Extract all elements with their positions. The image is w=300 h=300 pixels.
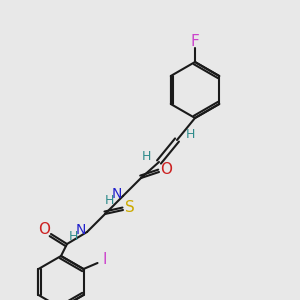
Text: H: H [104, 194, 114, 208]
Text: H: H [141, 151, 151, 164]
Text: H: H [68, 230, 78, 244]
Text: F: F [190, 34, 200, 49]
Text: S: S [125, 200, 135, 214]
Text: I: I [102, 253, 107, 268]
Text: O: O [38, 223, 50, 238]
Text: H: H [185, 128, 195, 142]
Text: N: N [76, 223, 86, 237]
Text: O: O [160, 161, 172, 176]
Text: N: N [112, 187, 122, 201]
